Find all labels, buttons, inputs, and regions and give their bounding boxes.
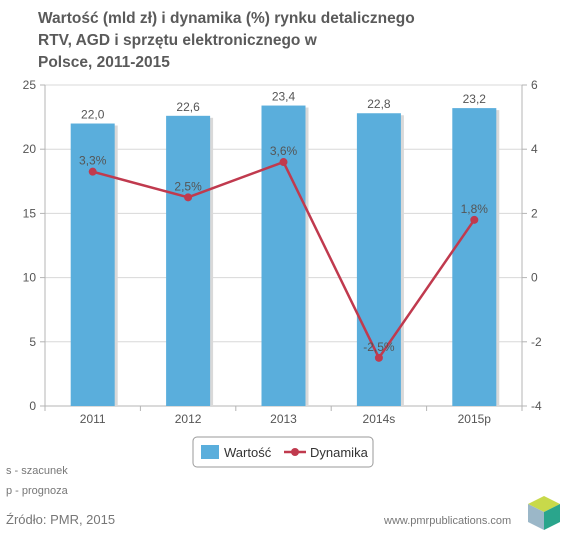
right-tick-label: 4: [531, 142, 538, 156]
dynamika-value-label: -2,5%: [363, 340, 395, 354]
left-tick-label: 0: [29, 399, 36, 413]
right-tick-label: -4: [531, 399, 542, 413]
website-link[interactable]: www.pmrpublications.com: [384, 515, 512, 527]
bar: [166, 115, 211, 406]
pmr-cube-logo-icon: [528, 496, 560, 530]
bar: [356, 113, 401, 407]
bar-value-label: 22,8: [367, 97, 391, 111]
left-tick-label: 15: [23, 206, 37, 220]
chart-title-line-2: RTV, AGD i sprzętu elektronicznego w: [38, 32, 317, 49]
chart-title-line-1: Wartość (mld zł) i dynamika (%) rynku de…: [38, 10, 415, 27]
legend-label-dynamika: Dynamika: [310, 445, 369, 460]
right-tick-label: -2: [531, 335, 542, 349]
bar-value-label: 22,6: [176, 100, 200, 114]
bar: [261, 105, 306, 406]
legend-box: [192, 436, 374, 468]
bar-value-label: 22,0: [81, 108, 105, 122]
footnote-estimate: s - szacunek: [6, 465, 68, 477]
bar-value-label: 23,2: [463, 92, 487, 106]
chart-area: 0 5 10 15 20 25 -4 -2 0 2 4 6 22,0 22,6 23,4 22,8 23,2 20…: [23, 78, 542, 468]
bar-value-label: 23,4: [272, 90, 296, 104]
dynamika-point: [184, 193, 193, 202]
legend-swatch-bar: [201, 445, 219, 459]
dynamika-point: [470, 215, 479, 224]
bar: [452, 108, 497, 406]
source-note: Źródło: PMR, 2015: [6, 512, 116, 527]
x-tick-label: 2011: [80, 412, 106, 426]
dynamika-value-label: 3,3%: [79, 154, 107, 168]
left-tick-label: 20: [23, 142, 37, 156]
dynamika-value-label: 2,5%: [174, 179, 202, 193]
x-tick-label: 2014s: [363, 412, 396, 426]
legend-swatch-marker: [291, 448, 299, 456]
right-tick-label: 2: [531, 206, 538, 220]
legend-label-wartosc: Wartość: [224, 445, 272, 460]
left-tick-label: 10: [23, 271, 37, 285]
x-tick-label: 2012: [175, 412, 202, 426]
left-tick-label: 25: [23, 78, 37, 92]
chart-title: Wartość (mld zł) i dynamika (%) rynku de…: [38, 8, 458, 74]
dynamika-point: [374, 353, 383, 362]
chart-title-line-3: Polsce, 2011-2015: [38, 54, 170, 71]
dynamika-value-label: 1,8%: [461, 202, 489, 216]
x-tick-label: 2015p: [458, 412, 492, 426]
right-tick-label: 6: [531, 78, 538, 92]
footnote-forecast: p - prognoza: [6, 485, 68, 497]
dynamika-point: [88, 167, 97, 176]
right-tick-label: 0: [531, 271, 538, 285]
x-tick-label: 2013: [270, 412, 297, 426]
left-tick-label: 5: [29, 335, 36, 349]
dynamika-value-label: 3,6%: [270, 144, 298, 158]
dynamika-point: [279, 158, 288, 167]
